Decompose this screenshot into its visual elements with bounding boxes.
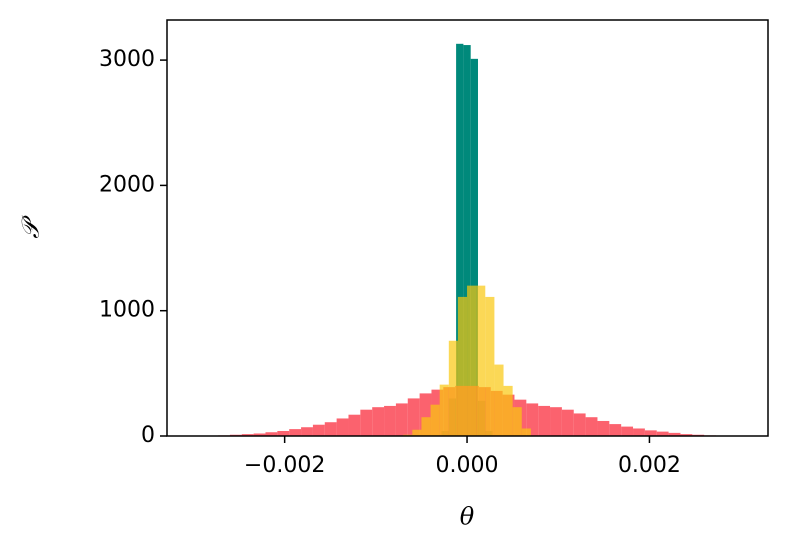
y-tick-label: 2000 <box>99 172 155 197</box>
histogram-bar <box>430 404 440 436</box>
histogram-bar <box>644 430 657 436</box>
histogram-bar <box>467 285 477 436</box>
histogram-bar <box>312 424 325 436</box>
histogram-bar <box>526 403 539 436</box>
histogram-bar <box>421 417 431 436</box>
histogram-bar <box>494 364 504 436</box>
histogram-bar <box>561 409 574 436</box>
histogram-bar <box>301 427 313 436</box>
histogram-bar <box>419 393 432 436</box>
histogram-bar <box>384 405 396 436</box>
histogram-bar <box>512 407 522 436</box>
histogram-bar <box>412 429 422 436</box>
histogram-bar <box>265 432 278 436</box>
histogram-bar <box>585 417 598 436</box>
x-tick-label: 0.000 <box>436 453 499 478</box>
y-tick-label: 3000 <box>99 47 155 72</box>
x-tick-label: −0.002 <box>244 453 325 478</box>
y-tick-label: 1000 <box>99 298 155 323</box>
histogram-bar <box>597 420 610 436</box>
histogram-bar <box>336 418 349 436</box>
histogram-bar <box>668 432 681 436</box>
histogram-bar <box>609 424 622 436</box>
x-axis-label: θ <box>460 503 475 531</box>
histogram-bar <box>289 429 302 436</box>
y-tick-label: 0 <box>141 423 155 448</box>
histogram-bar <box>476 285 486 436</box>
histogram-bar <box>485 296 495 436</box>
histogram-bar <box>621 426 634 436</box>
histogram-bar <box>463 45 471 436</box>
histogram-bar <box>633 428 645 436</box>
histogram-bar <box>348 414 361 436</box>
y-axis-label: 𝒫 <box>17 215 45 239</box>
histogram-bar <box>538 405 551 436</box>
histogram-bar <box>521 428 531 436</box>
histogram-bar <box>573 413 586 436</box>
histogram-bar <box>360 409 373 436</box>
histogram-bar <box>656 431 669 436</box>
histogram-bar <box>470 58 478 436</box>
histogram-bar <box>395 403 408 436</box>
histogram-bar <box>439 384 449 436</box>
histogram-bar <box>456 43 464 437</box>
histogram-bar <box>277 430 290 436</box>
histogram-bar <box>448 340 458 436</box>
histogram-bar <box>503 385 513 436</box>
histogram-bar <box>457 296 468 436</box>
histogram-bar <box>324 422 337 436</box>
histogram-bar <box>407 398 420 436</box>
histogram-bar <box>253 433 266 436</box>
histogram-bar <box>241 434 254 436</box>
histogram-bar <box>550 407 562 436</box>
x-tick-label: 0.002 <box>618 453 681 478</box>
histogram-bar <box>680 434 693 436</box>
histogram-bar <box>372 407 385 436</box>
